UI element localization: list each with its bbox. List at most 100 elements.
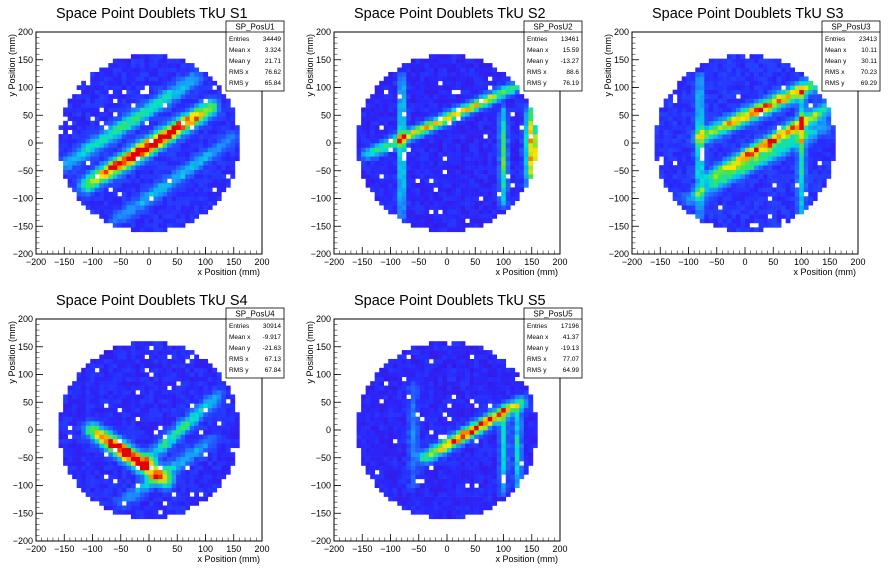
- heatmap-cell: [171, 103, 177, 108]
- heatmap-cell: [478, 165, 484, 170]
- heatmap-cell: [130, 412, 136, 417]
- heatmap-cell: [758, 165, 764, 170]
- heatmap-cell: [663, 156, 669, 162]
- heatmap-cell: [112, 58, 118, 64]
- heatmap-cell: [767, 187, 773, 193]
- heatmap-cell: [663, 174, 669, 179]
- heatmap-cell: [171, 160, 177, 166]
- heatmap-cell: [162, 372, 168, 378]
- heatmap-cell: [76, 147, 82, 153]
- heatmap-cell: [731, 134, 737, 139]
- heatmap-cell: [112, 63, 118, 68]
- heatmap-cell: [505, 205, 511, 210]
- heatmap-cell: [668, 138, 673, 144]
- heatmap-cell: [117, 71, 123, 77]
- heatmap-cell: [708, 125, 714, 130]
- heatmap-cell: [117, 363, 123, 369]
- heatmap-cell: [401, 134, 407, 139]
- heatmap-cell: [478, 147, 484, 153]
- heatmap-cell: [383, 200, 389, 206]
- heatmap-cell: [492, 98, 498, 104]
- heatmap-cell: [708, 169, 714, 175]
- heatmap-cell: [410, 134, 416, 139]
- heatmap-cell: [410, 200, 416, 206]
- heatmap-cell: [176, 501, 181, 506]
- heatmap-cell: [72, 474, 77, 480]
- heatmap-cell: [139, 438, 145, 444]
- heatmap-cell: [198, 111, 204, 117]
- heatmap-cell: [690, 178, 696, 184]
- heatmap-cell: [144, 54, 150, 59]
- heatmap-cell: [99, 456, 105, 462]
- heatmap-cell: [501, 169, 507, 175]
- heatmap-cell: [176, 209, 181, 215]
- heatmap-cell: [144, 403, 150, 409]
- heatmap-cell: [99, 191, 105, 197]
- heatmap-cell: [108, 169, 114, 175]
- heatmap-cell: [130, 227, 136, 233]
- heatmap-cell: [108, 501, 114, 506]
- heatmap-cell: [185, 200, 190, 206]
- heatmap-cell: [785, 107, 791, 113]
- heatmap-cell: [149, 478, 154, 484]
- heatmap-cell: [361, 129, 366, 135]
- heatmap-cell: [681, 80, 687, 86]
- heatmap-cell: [162, 214, 168, 219]
- heatmap-cell: [198, 103, 204, 108]
- heatmap-cell: [785, 138, 791, 144]
- heatmap-cell: [483, 147, 488, 153]
- heatmap-cell: [85, 425, 91, 431]
- heatmap-cell: [406, 191, 412, 197]
- heatmap-cell: [153, 483, 159, 489]
- heatmap-cell: [695, 178, 701, 184]
- heatmap-cell: [90, 205, 96, 210]
- heatmap-cell: [167, 474, 172, 480]
- heatmap-cell: [189, 205, 195, 210]
- heatmap-cell: [126, 416, 132, 422]
- heatmap-cell: [121, 63, 127, 68]
- heatmap-cell: [135, 376, 141, 382]
- heatmap-cell: [370, 116, 375, 122]
- heatmap-cell: [167, 71, 172, 77]
- heatmap-cell: [162, 151, 168, 157]
- heatmap-cell: [419, 147, 425, 153]
- heatmap-cell: [171, 478, 177, 484]
- heatmap-cell: [474, 138, 479, 144]
- heatmap-cell: [487, 191, 493, 197]
- stat-label: RMS x: [825, 69, 845, 76]
- heatmap-cell: [207, 120, 213, 126]
- heatmap-cell: [176, 125, 181, 130]
- heatmap-cell: [690, 196, 696, 202]
- heatmap-cell: [126, 98, 132, 104]
- heatmap-cell: [826, 125, 832, 130]
- heatmap-cell: [198, 169, 204, 175]
- heatmap-cell: [370, 156, 375, 162]
- heatmap-cell: [726, 182, 732, 188]
- heatmap-cell: [370, 147, 375, 153]
- heatmap-cell: [167, 218, 172, 224]
- heatmap-cell: [392, 205, 398, 210]
- heatmap-cell: [663, 160, 669, 166]
- heatmap-cell: [94, 134, 100, 139]
- heatmap-cell: [171, 434, 177, 440]
- heatmap-cell: [374, 85, 380, 91]
- heatmap-cell: [99, 469, 105, 475]
- heatmap-cell: [85, 191, 91, 197]
- heatmap-cell: [162, 71, 168, 77]
- heatmap-cell: [67, 447, 73, 453]
- heatmap-cell: [185, 94, 190, 99]
- heatmap-cell: [401, 125, 407, 130]
- heatmap-cell: [487, 160, 493, 166]
- heatmap-cell: [81, 147, 87, 153]
- heatmap-cell: [158, 125, 163, 130]
- heatmap-cell: [478, 94, 484, 99]
- heatmap-cell: [203, 129, 209, 135]
- heatmap-cell: [153, 80, 159, 86]
- heatmap-cell: [397, 191, 403, 197]
- heatmap-cell: [112, 438, 118, 444]
- heatmap-cell: [112, 443, 118, 449]
- heatmap-cell: [158, 58, 163, 64]
- heatmap-cell: [108, 505, 114, 511]
- x-tick-label: −150: [650, 257, 670, 267]
- heatmap-cell: [790, 205, 796, 210]
